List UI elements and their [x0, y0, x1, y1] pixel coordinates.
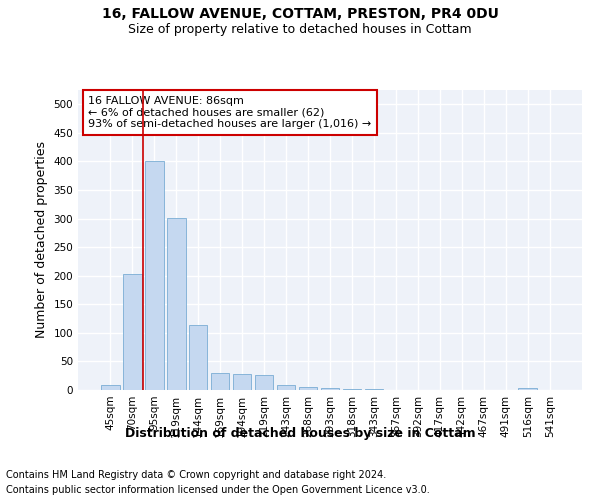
Text: 16 FALLOW AVENUE: 86sqm
← 6% of detached houses are smaller (62)
93% of semi-det: 16 FALLOW AVENUE: 86sqm ← 6% of detached… — [88, 96, 371, 129]
Bar — [255, 374, 274, 390]
Bar — [189, 326, 208, 390]
Text: Distribution of detached houses by size in Cottam: Distribution of detached houses by size … — [125, 428, 475, 440]
Bar — [211, 373, 229, 390]
Y-axis label: Number of detached properties: Number of detached properties — [35, 142, 48, 338]
Bar — [365, 389, 383, 390]
Text: 16, FALLOW AVENUE, COTTAM, PRESTON, PR4 0DU: 16, FALLOW AVENUE, COTTAM, PRESTON, PR4 … — [101, 8, 499, 22]
Bar — [343, 389, 361, 390]
Bar — [101, 386, 119, 390]
Bar — [299, 387, 317, 390]
Bar — [233, 374, 251, 390]
Text: Contains public sector information licensed under the Open Government Licence v3: Contains public sector information licen… — [6, 485, 430, 495]
Bar — [518, 388, 537, 390]
Bar — [167, 218, 185, 390]
Bar — [123, 274, 142, 390]
Bar — [320, 388, 340, 390]
Bar — [277, 386, 295, 390]
Text: Size of property relative to detached houses in Cottam: Size of property relative to detached ho… — [128, 22, 472, 36]
Bar — [145, 161, 164, 390]
Text: Contains HM Land Registry data © Crown copyright and database right 2024.: Contains HM Land Registry data © Crown c… — [6, 470, 386, 480]
